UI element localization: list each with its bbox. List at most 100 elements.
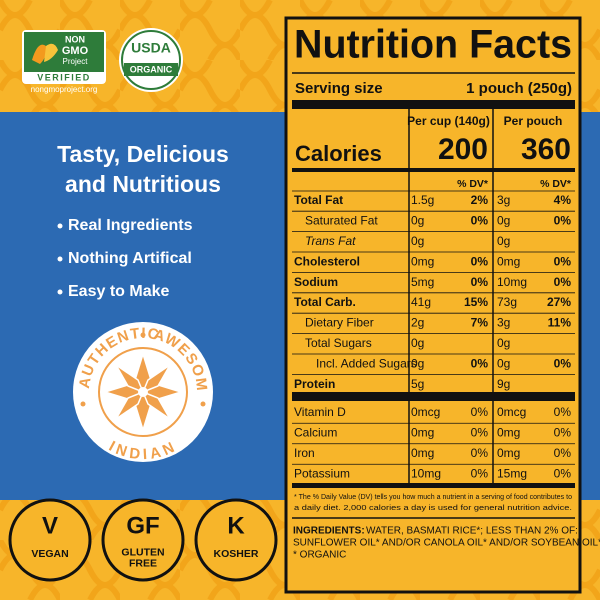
nutrient-amount: 3g (497, 193, 510, 207)
calories-value: 360 (521, 133, 571, 166)
nutrient-amount: 2g (411, 316, 424, 330)
nutrient-name: Total Sugars (305, 336, 372, 350)
cert-symbol: GF (126, 512, 159, 539)
nutrient-amount: 41g (411, 295, 431, 309)
nutrient-amount: 1.5g (411, 193, 434, 207)
nutrient-amount: 0mg (497, 446, 520, 460)
cert-symbol: K (227, 512, 245, 539)
nutrient-dv: 0% (471, 446, 489, 460)
nutrient-amount: 0mcg (411, 405, 440, 419)
nutrient-dv: 0% (471, 405, 489, 419)
nutrient-name: Sodium (294, 275, 338, 289)
nutrient-dv: 0% (471, 275, 489, 289)
nutrient-dv: 0% (554, 405, 572, 419)
nutrient-name: Potassium (294, 467, 350, 481)
nutrient-amount: 10mg (497, 275, 527, 289)
nutrient-amount: 0mg (411, 254, 434, 268)
usda-text: ORGANIC (130, 64, 173, 74)
nutrient-amount: 0g (411, 234, 424, 248)
nutrient-name: Cholesterol (294, 254, 360, 268)
ingredients-text: WATER, BASMATI RICE*; LESS THAN 2% OF: (366, 526, 578, 537)
nutrient-dv: 0% (554, 426, 572, 440)
logo-url: nongmoproject.org (31, 85, 98, 94)
nutrient-amount: 0g (411, 336, 424, 350)
nutrient-name: Total Carb. (294, 295, 356, 309)
serving-label: Serving size (295, 80, 383, 97)
nutrient-dv: 0% (554, 214, 572, 228)
cert-circle (101, 498, 185, 582)
nutrient-amount: 3g (497, 316, 510, 330)
nutrient-dv: 15% (464, 295, 488, 309)
serving-value: 1 pouch (250g) (466, 80, 572, 97)
nutrient-dv: 0% (471, 214, 489, 228)
nutrient-dv: 0% (554, 467, 572, 481)
nutrient-dv: 0% (554, 275, 572, 289)
bullet-text: Real Ingredients (68, 217, 193, 234)
cert-circle (194, 498, 278, 582)
usda-text: USDA (131, 40, 171, 56)
nutrient-dv: 7% (471, 316, 489, 330)
ingredients-text: * ORGANIC (293, 550, 346, 561)
bullet-text: Nothing Artifical (68, 250, 192, 267)
nutrient-name: Calcium (294, 426, 337, 440)
nutrient-dv: 0% (471, 356, 489, 370)
nutrient-amount: 0mg (497, 426, 520, 440)
nutrient-amount: 0g (411, 356, 424, 370)
footnote: * The % Daily Value (DV) tells you how m… (294, 492, 572, 501)
nutrient-amount: 0g (497, 234, 510, 248)
nutrient-dv: 0% (471, 254, 489, 268)
tagline-title: Tasty, Delicious (57, 141, 229, 167)
nutrition-facts: Nutrition Facts Serving size 1 pouch (25… (284, 16, 600, 594)
nutrient-dv: 0% (471, 467, 489, 481)
nutrient-amount: 5mg (411, 275, 434, 289)
nutrient-amount: 9g (497, 377, 510, 391)
nutrient-name: Total Fat (294, 193, 343, 207)
nutrient-dv: 0% (554, 446, 572, 460)
logo-text: Project (63, 57, 89, 66)
footnote: a daily diet. 2,000 calories a day is us… (294, 503, 572, 512)
nf-title: Nutrition Facts (294, 23, 572, 67)
nutrient-name: Vitamin D (294, 405, 346, 419)
bullet-dot (57, 289, 63, 295)
nutrient-name: Protein (294, 377, 335, 391)
nutrient-amount: 0g (497, 214, 510, 228)
logo-text: GMO (62, 45, 89, 57)
nutrient-dv: 2% (471, 193, 489, 207)
calories-value: 200 (438, 133, 488, 166)
nutrient-dv: 27% (547, 295, 571, 309)
nutrient-amount: 10mg (411, 467, 441, 481)
ingredients-text: SUNFLOWER OIL* AND/OR CANOLA OIL* AND/OR… (293, 538, 600, 549)
bullet-list: Real Ingredients Nothing Artifical Easy to… (57, 217, 193, 300)
ingredients-label: INGREDIENTS: (293, 526, 365, 537)
cert-circle (8, 498, 92, 582)
column-header: Per pouch (504, 114, 563, 128)
nutrient-amount: 73g (497, 295, 517, 309)
cert-symbol: V (42, 512, 58, 539)
nutrient-amount: 0g (411, 214, 424, 228)
nutrient-name: Trans Fat (305, 234, 356, 248)
bullet-text: Easy to Make (68, 283, 169, 300)
cert-label: VEGAN (31, 548, 68, 560)
nutrient-amount: 15mg (497, 467, 527, 481)
nutrient-dv: 0% (471, 426, 489, 440)
cert-label: GLUTEN (121, 546, 164, 558)
nutrient-name: Dietary Fiber (305, 316, 374, 330)
nutrient-amount: 0g (497, 356, 510, 370)
nutrient-name: Saturated Fat (305, 214, 378, 228)
cert-label: KOSHER (214, 548, 259, 560)
calories-label: Calories (295, 141, 382, 166)
nutrient-name: Incl. Added Sugars (316, 356, 417, 370)
nutrient-amount: 0g (497, 336, 510, 350)
tagline-title: and Nutritious (65, 171, 221, 197)
bullet-dot (57, 256, 63, 262)
dv-header: % DV* (457, 178, 489, 190)
nutrient-amount: 0mg (411, 446, 434, 460)
usda-logo: USDA ORGANIC (119, 28, 183, 92)
nutrient-name: Iron (294, 446, 315, 460)
nutrient-dv: 0% (554, 356, 572, 370)
column-header: Per cup (140g) (407, 114, 490, 128)
dv-header: % DV* (540, 178, 572, 190)
